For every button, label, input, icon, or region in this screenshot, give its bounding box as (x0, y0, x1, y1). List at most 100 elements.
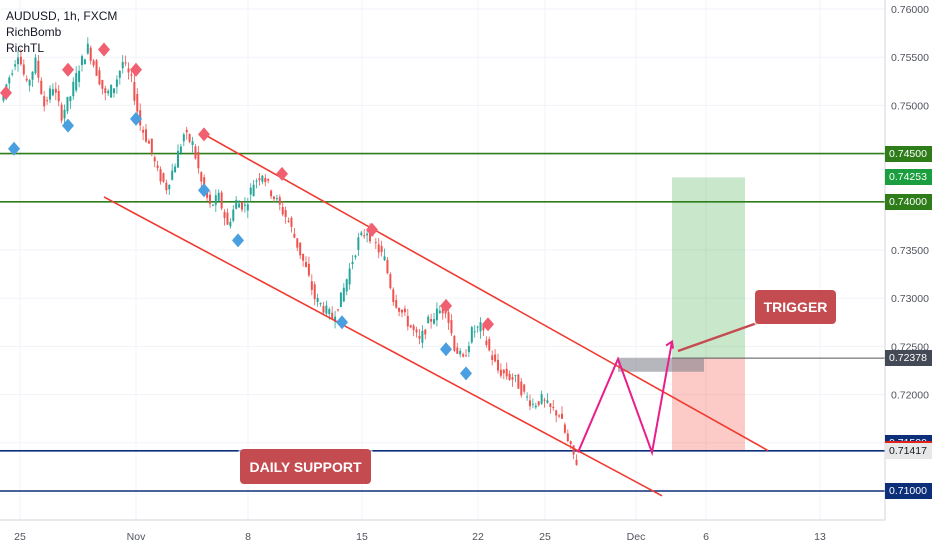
candles (2, 37, 578, 466)
candle-body (182, 134, 185, 142)
candle-body (150, 138, 153, 154)
candle-body (98, 70, 101, 85)
candle-body (246, 204, 249, 211)
candle-body (421, 330, 424, 343)
candle-body (118, 70, 121, 78)
candle-body (107, 90, 110, 94)
daily-support-label: DAILY SUPPORT (240, 449, 371, 484)
candle-body (508, 373, 511, 380)
y-tick-label: 0.75500 (891, 52, 929, 64)
candle-body (406, 315, 409, 327)
buy-signal-marker (460, 366, 472, 381)
candle-body (386, 259, 389, 274)
candle-body (494, 354, 497, 362)
candle-body (569, 441, 572, 445)
candle-body (575, 459, 578, 465)
candle-body (287, 220, 290, 222)
y-tick-label: 0.72000 (891, 390, 929, 402)
horizontal-levels (0, 152, 885, 492)
candle-body (19, 56, 22, 65)
candle-body (72, 81, 75, 97)
candle-body (488, 338, 491, 351)
candle-body (66, 96, 69, 112)
trigger-label: TRIGGER (755, 290, 836, 324)
candle-body (46, 100, 49, 102)
candle-body (57, 90, 60, 102)
buy-signal-marker (8, 141, 20, 156)
sell-signal-marker (0, 85, 12, 100)
candle-body (89, 47, 92, 61)
candle-body (427, 316, 430, 324)
candle-body (558, 415, 561, 417)
trigger-zone (618, 357, 704, 372)
x-tick-label: 25 (14, 531, 26, 543)
candle-body (537, 401, 540, 406)
candle-body (209, 194, 211, 204)
candle-body (453, 335, 456, 351)
candle-body (60, 104, 63, 121)
candle-body (438, 310, 441, 313)
candle-body (104, 88, 107, 93)
candle-body (462, 354, 465, 357)
candle-body (497, 359, 499, 371)
candle-body (206, 189, 209, 198)
candle-body (153, 157, 156, 162)
projected-path (577, 320, 761, 457)
candle-body (142, 129, 145, 133)
candle-body (328, 309, 331, 315)
candle-body (121, 62, 124, 69)
candle-body (63, 109, 66, 119)
x-tick-label: 8 (245, 531, 251, 543)
sell-signal-marker (276, 166, 288, 181)
candle-body (502, 369, 505, 374)
candle-body (409, 325, 412, 328)
candle-body (540, 394, 543, 404)
candle-body (491, 355, 494, 360)
candle-body (514, 375, 517, 377)
candle-body (403, 308, 406, 313)
candle-body (531, 403, 534, 405)
candle-body (433, 319, 435, 324)
candle-body (235, 199, 238, 209)
candle-body (197, 151, 200, 169)
candle-body (366, 233, 369, 236)
candle-body (278, 197, 281, 205)
position-zones (618, 177, 885, 451)
candle-body (348, 268, 351, 285)
candle-body (136, 93, 139, 112)
candle-body (395, 300, 398, 308)
x-tick-label: Dec (627, 531, 646, 543)
candle-body (479, 322, 482, 332)
candle-body (302, 253, 305, 261)
candle-body (459, 350, 462, 355)
descending-channel (103, 133, 769, 497)
candle-body (418, 335, 421, 339)
buy-signal-marker (130, 111, 142, 126)
price-tag: 0.71417 (885, 442, 932, 459)
sell-signal-marker (440, 298, 452, 313)
candle-body (473, 331, 476, 333)
candle-body (110, 84, 113, 98)
y-tick-label: 0.76000 (891, 4, 929, 16)
sell-signal-marker (198, 127, 210, 142)
buy-signal-marker (232, 233, 244, 248)
candle-body (255, 180, 258, 182)
candle-body (430, 318, 433, 322)
candle-body (267, 178, 270, 181)
candle-body (165, 182, 168, 191)
candle-body (299, 242, 302, 256)
candle-body (49, 88, 51, 100)
candle-body (156, 165, 159, 169)
symbol: AUDUSD (6, 9, 57, 23)
candle-body (191, 141, 194, 145)
candle-body (467, 346, 470, 353)
candle-body (293, 233, 296, 238)
candle-body (185, 129, 188, 133)
candle-body (86, 43, 89, 54)
x-tick-label: Nov (127, 531, 146, 543)
candle-body (37, 60, 40, 78)
buy-signal-marker (198, 183, 210, 198)
price-tag: 0.74000 (885, 193, 932, 210)
candle-body (270, 190, 273, 197)
